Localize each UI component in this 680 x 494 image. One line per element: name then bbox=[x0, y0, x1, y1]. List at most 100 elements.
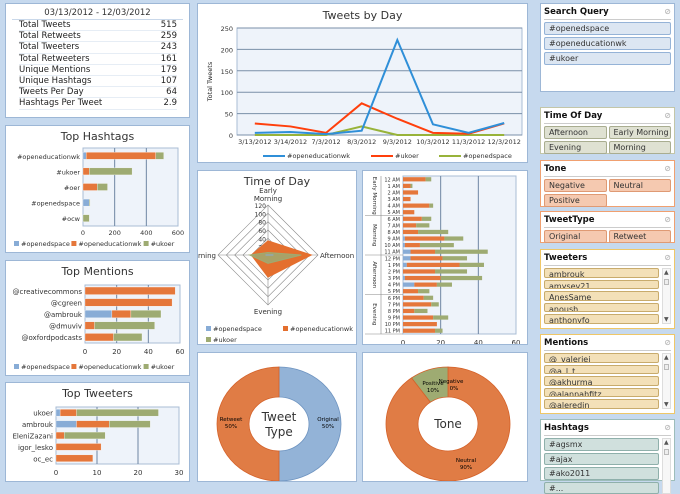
clear-filter-icon[interactable]: ⊘ bbox=[664, 423, 671, 433]
bar-segment bbox=[86, 152, 156, 159]
slicer-item[interactable]: @akhurma bbox=[544, 376, 659, 386]
plot-area bbox=[237, 28, 522, 135]
tick-label: 60 bbox=[176, 348, 185, 356]
slicer-item[interactable]: Morning bbox=[609, 141, 672, 154]
stat-value: 243 bbox=[161, 42, 177, 52]
clear-filter-icon[interactable]: ⊘ bbox=[664, 253, 671, 263]
slicer-item[interactable]: Positive bbox=[544, 194, 607, 207]
category-label: ukoer bbox=[33, 410, 53, 418]
legend-label: #ukoer bbox=[151, 240, 175, 248]
stat-value: 161 bbox=[161, 54, 177, 64]
slicer-item[interactable]: Negative bbox=[544, 179, 607, 192]
slicer-scrollbar[interactable]: ▲▼ bbox=[662, 268, 671, 324]
x-tick-label: 9/3/2012 bbox=[383, 138, 412, 146]
bar-segment bbox=[109, 421, 150, 428]
category-label: 7 AM bbox=[387, 223, 400, 229]
slicer-item[interactable]: #ajax bbox=[544, 453, 659, 466]
slicer-item[interactable]: AnesSame bbox=[544, 291, 659, 301]
slicer-item[interactable]: Neutral bbox=[609, 179, 672, 192]
bar-segment bbox=[403, 243, 405, 247]
legend-label: #openeducationwk bbox=[78, 363, 141, 371]
bar-segment bbox=[411, 184, 413, 188]
bar-segment bbox=[403, 289, 418, 293]
slicer-scrollbar[interactable]: ▲▼ bbox=[662, 353, 671, 409]
stat-label: Total Retweeters bbox=[19, 54, 90, 64]
tick-label: 0 bbox=[54, 469, 58, 477]
x-tick-label: 3/14/2012 bbox=[274, 138, 307, 146]
tick-label: 60 bbox=[258, 228, 266, 235]
bar-segment bbox=[418, 289, 429, 293]
bar-segment bbox=[403, 230, 418, 234]
bar-segment bbox=[403, 217, 422, 221]
bar-segment bbox=[95, 322, 155, 330]
legend-label: #ukoer bbox=[151, 363, 175, 371]
slicer-scrollbar[interactable]: ▲ bbox=[662, 438, 671, 494]
slicer-item[interactable]: Original bbox=[544, 230, 607, 243]
clear-filter-icon[interactable]: ⊘ bbox=[664, 215, 671, 225]
group-label: Evening bbox=[371, 303, 377, 325]
stat-label: Total Tweeters bbox=[19, 42, 79, 52]
tick-label: 20 bbox=[134, 469, 143, 477]
slicer-item[interactable]: @_valeriei bbox=[544, 353, 659, 363]
stat-label: Unique Hashtags bbox=[19, 76, 91, 86]
slicer-item[interactable]: Afternoon bbox=[544, 126, 607, 139]
slicer-item[interactable]: @aleredin bbox=[544, 399, 659, 409]
category-label: 3 AM bbox=[387, 197, 400, 203]
bar-segment bbox=[403, 329, 435, 333]
time-of-day-chart: Time of Day 020406080100120EarlyMorningA… bbox=[197, 170, 357, 345]
slicer-item[interactable]: Early Morning bbox=[609, 126, 672, 139]
slicer-item[interactable]: #... bbox=[544, 482, 659, 494]
slicer-item[interactable]: #agsmx bbox=[544, 438, 659, 451]
axis-label: Morning bbox=[254, 195, 282, 203]
slicer-item[interactable]: #ukoer bbox=[544, 52, 671, 65]
category-label: #ukoer bbox=[56, 168, 80, 176]
bar-segment bbox=[405, 243, 420, 247]
bar-segment bbox=[422, 217, 431, 221]
bar-segment bbox=[89, 168, 132, 175]
bar-segment bbox=[403, 184, 411, 188]
legend-swatch bbox=[144, 364, 149, 369]
bar-segment bbox=[411, 256, 443, 260]
stat-label: Hashtags Per Tweet bbox=[19, 98, 102, 108]
slicer-item[interactable]: @a_l_t bbox=[544, 365, 659, 375]
tick-label: 40 bbox=[144, 348, 153, 356]
category-label: 8 AM bbox=[387, 230, 400, 236]
group-label: Afternoon bbox=[371, 261, 377, 288]
tick-label: 20 bbox=[436, 339, 445, 345]
bar-segment bbox=[60, 409, 76, 416]
tick-label: 0 bbox=[81, 229, 85, 237]
slicer-item[interactable]: @alannahfitz bbox=[544, 388, 659, 398]
x-tick-label: 12/3/2012 bbox=[488, 138, 521, 146]
category-label: 4 AM bbox=[387, 204, 400, 210]
tick-label: 60 bbox=[512, 339, 521, 345]
tick-label: 150 bbox=[221, 68, 233, 76]
slicer-item[interactable]: #ako2011 bbox=[544, 467, 659, 480]
clear-filter-icon[interactable]: ⊘ bbox=[664, 111, 671, 121]
clear-filter-icon[interactable]: ⊘ bbox=[664, 164, 671, 174]
bar-segment bbox=[416, 223, 429, 227]
slicer-item[interactable]: amysev21 bbox=[544, 280, 659, 290]
slicer-item[interactable]: ambrouk bbox=[544, 268, 659, 278]
slicer-item[interactable]: Evening bbox=[544, 141, 607, 154]
slicer-item[interactable]: anoush bbox=[544, 303, 659, 313]
bar-segment bbox=[97, 183, 107, 190]
legend-swatch bbox=[71, 241, 76, 246]
legend-swatch bbox=[206, 337, 211, 342]
slicer-item[interactable]: #openeducationwk bbox=[544, 37, 671, 50]
tick-label: 0 bbox=[229, 132, 233, 140]
legend-label: #openedspace bbox=[21, 363, 70, 371]
clear-filter-icon[interactable]: ⊘ bbox=[664, 338, 671, 348]
stat-value: 64 bbox=[166, 87, 177, 97]
slicer-item[interactable]: #openedspace bbox=[544, 22, 671, 35]
slicer-item[interactable]: anthonyfo bbox=[544, 314, 659, 324]
clear-filter-icon[interactable]: ⊘ bbox=[664, 7, 671, 17]
slice-pct: 50% bbox=[225, 424, 237, 430]
slicer-item[interactable]: Retweet bbox=[609, 230, 672, 243]
